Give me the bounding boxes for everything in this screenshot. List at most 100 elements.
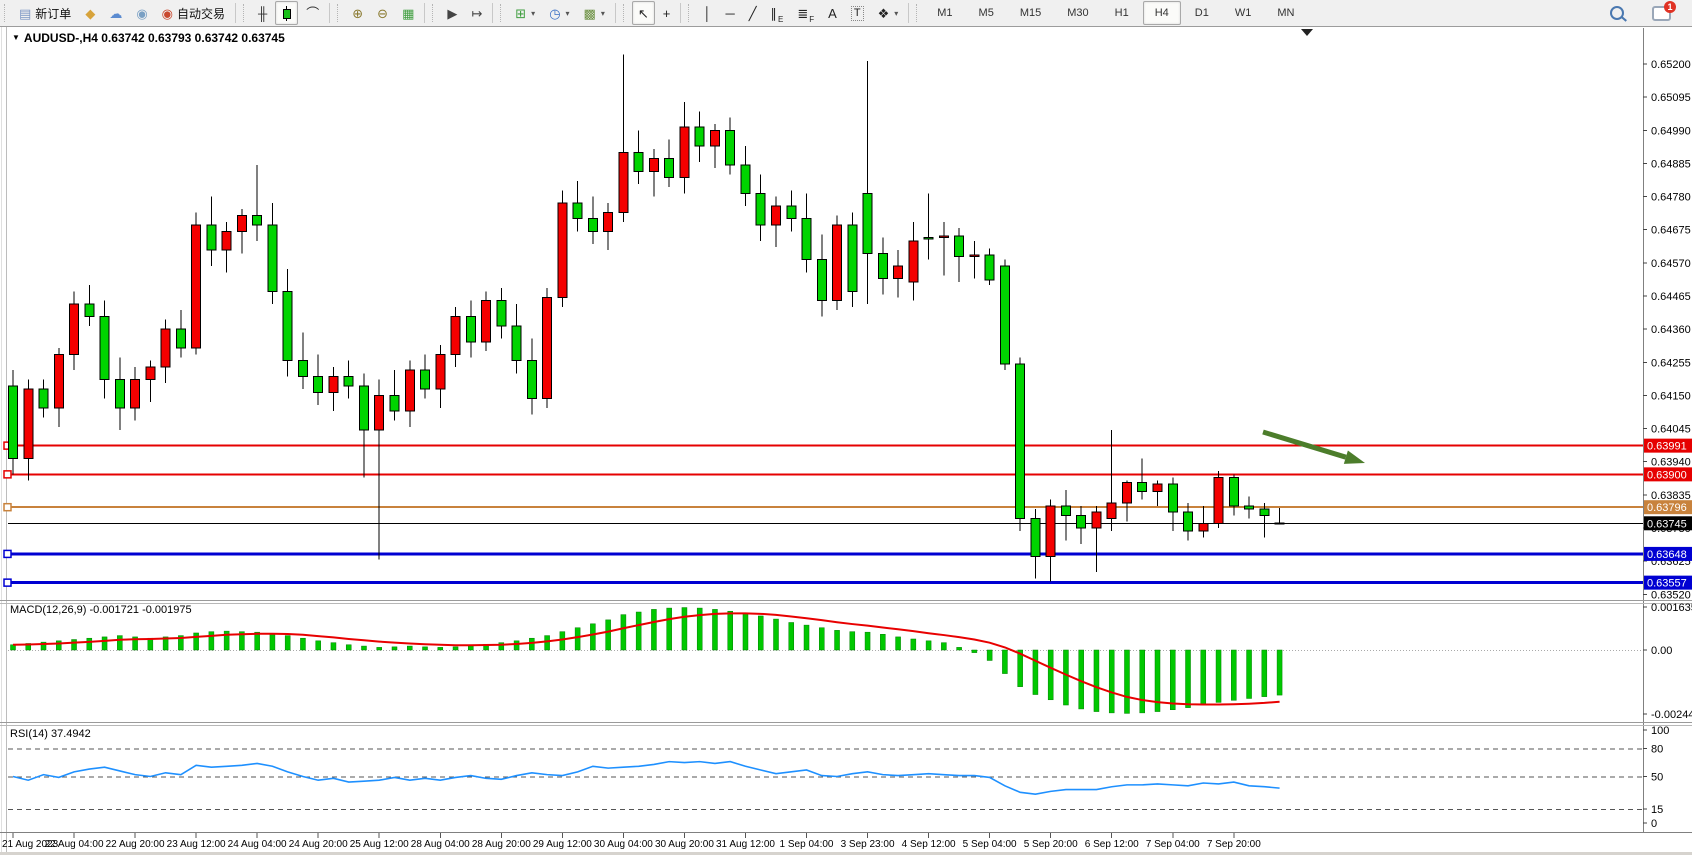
tf-h1[interactable]: H1 [1103, 1, 1141, 25]
notifications-icon[interactable]: 1 [1646, 0, 1677, 25]
crosshair-button[interactable]: + [657, 1, 677, 25]
candle-body [1244, 505, 1255, 510]
level-handle-0.63900[interactable] [3, 470, 12, 479]
time-tick-label[interactable]: 21 Aug 2023 [2, 839, 59, 850]
templates-button[interactable]: ▩ ▾ [578, 1, 611, 25]
time-tick-label[interactable]: 23 Aug 12:00 [167, 839, 226, 850]
macd-histogram-bar [681, 607, 688, 651]
chart-shift-marker[interactable] [1301, 29, 1313, 36]
toolbar-separator [235, 3, 237, 23]
time-tick-label[interactable]: 7 Sep 20:00 [1207, 839, 1261, 850]
tf-m30-label: M30 [1067, 7, 1089, 19]
indicators-button[interactable]: ⊞ ▾ [509, 1, 541, 25]
time-tick-label[interactable]: 30 Aug 04:00 [594, 839, 653, 850]
fibonacci-button[interactable]: ≣ F [791, 1, 820, 25]
chart-shift-button[interactable]: ↦ [465, 1, 488, 25]
tf-m1[interactable]: M1 [925, 1, 964, 25]
macd-histogram-bar [178, 635, 184, 651]
trendline-button[interactable]: ╱ [743, 1, 763, 25]
time-tick-label[interactable]: 28 Aug 20:00 [472, 839, 531, 850]
time-tick-label[interactable]: 31 Aug 12:00 [716, 839, 775, 850]
candle-body [816, 259, 827, 302]
macd-histogram-bar [117, 635, 123, 651]
time-tick-label[interactable]: 22 Aug 20:00 [106, 839, 165, 850]
macd-histogram-bar [1108, 649, 1115, 714]
macd-histogram-bar [910, 638, 917, 651]
time-tick-label[interactable]: 24 Aug 04:00 [228, 839, 287, 850]
candle-body [1030, 518, 1041, 557]
text-button[interactable]: A [822, 1, 843, 25]
arrows-button[interactable]: ❖ ▾ [872, 1, 905, 25]
arrows-button-dropdown-icon[interactable]: ▾ [894, 8, 899, 18]
cursor-button[interactable]: ↖ [631, 1, 655, 25]
time-tick-label[interactable]: 25 Aug 12:00 [350, 839, 409, 850]
vertical-line-button[interactable]: │ [697, 1, 717, 25]
candle-body [1106, 502, 1117, 520]
auto-scroll-button[interactable]: ▶ [441, 1, 463, 25]
periods-button-dropdown-icon[interactable]: ▾ [565, 8, 570, 18]
search-icon[interactable] [1604, 1, 1630, 25]
templates-button-dropdown-icon[interactable]: ▾ [600, 8, 605, 18]
candle-body [633, 151, 644, 172]
templates-button-glyph: ▩ [583, 5, 596, 21]
candle-body [1015, 363, 1026, 520]
candle-body [587, 218, 598, 232]
indicators-button-dropdown-icon[interactable]: ▾ [531, 8, 536, 18]
level-handle-0.63796[interactable] [3, 502, 12, 512]
macd-histogram-bar [941, 642, 947, 651]
signals-icon[interactable]: ◉ [130, 1, 153, 25]
tf-h4[interactable]: H4 [1142, 1, 1181, 25]
tf-m15[interactable]: M15 [1008, 1, 1053, 25]
time-tick-label[interactable]: 4 Sep 12:00 [902, 839, 956, 850]
time-tick-label[interactable]: 22 Aug 04:00 [45, 839, 104, 850]
candle-body [1167, 483, 1178, 513]
time-tick-label[interactable]: 1 Sep 04:00 [780, 839, 834, 850]
equidistant-channel-button[interactable]: ∥ E [765, 1, 790, 25]
trend-arrow[interactable] [1262, 429, 1347, 460]
macd-histogram-bar [590, 623, 596, 651]
periods-button[interactable]: ◷ ▾ [543, 1, 575, 25]
candle-body [938, 235, 949, 239]
calendar-icon[interactable]: ◆ [79, 1, 101, 25]
tf-mn[interactable]: MN [1265, 1, 1306, 25]
line-chart-button-glyph: ⌒ [306, 5, 320, 21]
autotrading-button[interactable]: ◉ 自动交易 [156, 1, 231, 25]
chart-area[interactable]: 0.65200 0.65095 0.64990 0.64885 0.64780 0.646… [0, 27, 1692, 855]
tile-windows-button[interactable]: ▦ [396, 1, 420, 25]
macd-histogram-bar [1200, 649, 1207, 706]
bar-chart-button-glyph: ╫ [258, 5, 268, 21]
time-tick-label[interactable]: 30 Aug 20:00 [655, 839, 714, 850]
trend-arrow-head[interactable] [1343, 450, 1365, 464]
level-badge-label: 0.63557 [1647, 578, 1687, 590]
zoom-in-button[interactable]: ⊕ [346, 1, 369, 25]
time-tick-label[interactable]: 7 Sep 04:00 [1146, 839, 1200, 850]
tf-m30[interactable]: M30 [1055, 1, 1100, 25]
new-order-button[interactable]: ▤ 新订单 [13, 1, 77, 25]
community-icon[interactable]: ☁ [103, 1, 128, 25]
time-tick-label[interactable]: 28 Aug 04:00 [411, 839, 470, 850]
candle-body [99, 316, 110, 381]
time-tick-label[interactable]: 5 Sep 04:00 [963, 839, 1017, 850]
tf-w1[interactable]: W1 [1223, 1, 1264, 25]
level-handle-0.63557[interactable] [3, 578, 12, 587]
time-tick-label[interactable]: 6 Sep 12:00 [1085, 839, 1139, 850]
macd-histogram-bar [559, 631, 566, 651]
candlestick-chart-button[interactable] [275, 1, 299, 25]
time-tick-label[interactable]: 5 Sep 20:00 [1024, 839, 1078, 850]
time-tick-label[interactable]: 3 Sep 23:00 [841, 839, 895, 850]
text-label-button[interactable]: T [845, 1, 870, 25]
level-handle-0.63648[interactable] [3, 549, 12, 559]
bar-chart-button[interactable]: ╫ [252, 1, 273, 25]
horizontal-line-button[interactable]: ─ [719, 1, 740, 25]
line-chart-button[interactable]: ⌒ [300, 1, 325, 25]
tf-m5[interactable]: M5 [967, 1, 1006, 25]
candle-body [893, 265, 904, 280]
tf-d1[interactable]: D1 [1183, 1, 1221, 25]
trendline-button-glyph: ╱ [748, 5, 757, 21]
time-tick-label[interactable]: 29 Aug 12:00 [533, 839, 592, 850]
fibonacci-button-glyph: ≣ [797, 5, 809, 21]
candle-body [8, 385, 18, 460]
zoom-out-button[interactable]: ⊖ [371, 1, 394, 25]
time-tick-label[interactable]: 24 Aug 20:00 [289, 839, 348, 850]
